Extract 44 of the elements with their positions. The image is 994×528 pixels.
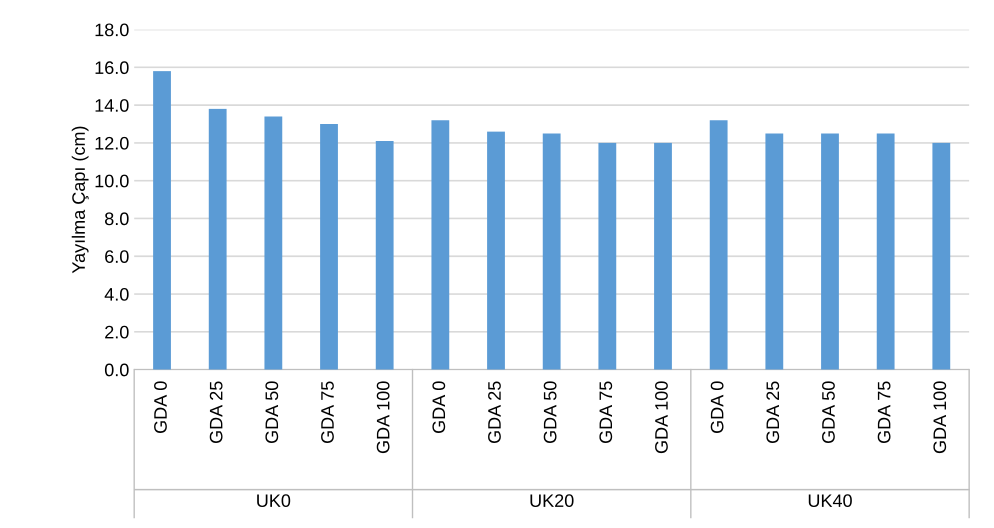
bar	[710, 120, 728, 370]
text: UK0	[257, 494, 290, 508]
bar	[932, 142, 950, 370]
x-tick-label: GDA 50	[265, 381, 278, 444]
y-tick-label: 16.0	[96, 61, 129, 74]
x-tick-label: GDA 100	[933, 381, 946, 454]
x-tick-label: GDA 50	[544, 381, 557, 444]
y-tick-label: 6.0	[105, 250, 129, 263]
x-tick-label: GDA 25	[210, 381, 223, 444]
y-axis-title: Yayılma Çapı (cm)	[72, 126, 89, 274]
x-tick-label: GDA 75	[878, 381, 890, 444]
y-tick-label: 0.0	[104, 364, 129, 376]
x-tick-label: GDA 25	[488, 381, 501, 444]
y-tick-label: 12.0	[96, 136, 129, 150]
y-tick-label: 10.0	[96, 174, 129, 188]
x-tick-label: GDA 0	[710, 381, 724, 433]
bar	[821, 133, 839, 370]
x-tick-label: GDA 50	[822, 381, 835, 444]
bar	[542, 133, 561, 370]
y-tick-label: 14.0	[96, 99, 129, 112]
y-tick-label: 4.0	[104, 288, 129, 301]
x-tick-label: GDA 0	[432, 381, 446, 433]
text: UK20	[530, 494, 574, 508]
y-tick-label: 8.0	[105, 212, 129, 226]
bar	[431, 120, 450, 370]
bar	[264, 116, 282, 370]
x-tick-label: GDA 75	[599, 381, 612, 444]
x-tick-label: GDA 100	[376, 381, 390, 454]
text: UK40	[808, 494, 852, 508]
x-tick-label: GDA 0	[154, 381, 167, 433]
x-tick-label: GDA 75	[321, 381, 334, 444]
bar	[876, 133, 895, 370]
bar	[765, 133, 784, 370]
x-tick-label: GDA 25	[766, 381, 780, 444]
bar	[153, 71, 171, 370]
bar	[654, 142, 672, 370]
bar	[208, 108, 227, 370]
y-tick-label: 18.0	[96, 24, 129, 36]
x-tick-label: GDA 100	[655, 381, 668, 454]
bar	[598, 142, 616, 370]
y-tick-label: 2.0	[105, 326, 129, 339]
bar	[320, 124, 338, 370]
bar	[376, 141, 394, 370]
bar	[487, 132, 505, 370]
